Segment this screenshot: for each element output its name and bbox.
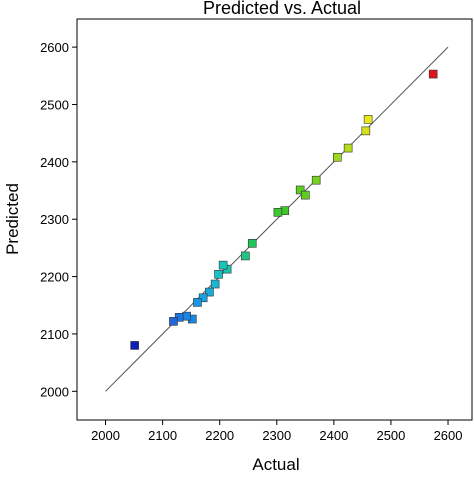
point bbox=[361, 126, 371, 136]
chart-title: Predicted vs. Actual bbox=[203, 0, 361, 18]
point bbox=[273, 208, 283, 217]
point bbox=[198, 293, 208, 303]
y-tick-label: 2200 bbox=[40, 270, 69, 285]
y-tick-label: 2000 bbox=[40, 384, 69, 399]
y-tick-label: 2600 bbox=[40, 40, 69, 55]
x-tick-label: 2500 bbox=[376, 428, 405, 443]
x-axis-label: Actual bbox=[252, 455, 299, 474]
x-tick-label: 2000 bbox=[91, 428, 120, 443]
point bbox=[363, 115, 373, 124]
point bbox=[130, 341, 139, 350]
point bbox=[311, 175, 321, 185]
point bbox=[214, 269, 223, 279]
x-tick-label: 2400 bbox=[319, 428, 348, 443]
x-tick-label: 2300 bbox=[262, 428, 291, 443]
point bbox=[205, 287, 214, 297]
point bbox=[241, 251, 250, 261]
point bbox=[193, 298, 202, 307]
point bbox=[332, 152, 342, 162]
point bbox=[343, 143, 353, 153]
x-tick-label: 2200 bbox=[205, 428, 234, 443]
point bbox=[218, 260, 228, 270]
point bbox=[182, 311, 191, 321]
point bbox=[295, 185, 305, 195]
y-tick-label: 2100 bbox=[40, 327, 69, 342]
point bbox=[169, 317, 178, 326]
reference-line bbox=[105, 46, 449, 392]
y-tick-label: 2400 bbox=[40, 155, 69, 170]
x-tick-label: 2600 bbox=[434, 428, 463, 443]
point bbox=[210, 279, 220, 289]
point bbox=[428, 69, 438, 79]
x-tick-label: 2100 bbox=[148, 428, 177, 443]
y-tick-label: 2300 bbox=[40, 212, 69, 227]
y-axis-label: Predicted bbox=[3, 183, 22, 255]
point bbox=[301, 190, 310, 200]
y-tick-label: 2500 bbox=[40, 97, 69, 112]
point bbox=[247, 239, 257, 248]
